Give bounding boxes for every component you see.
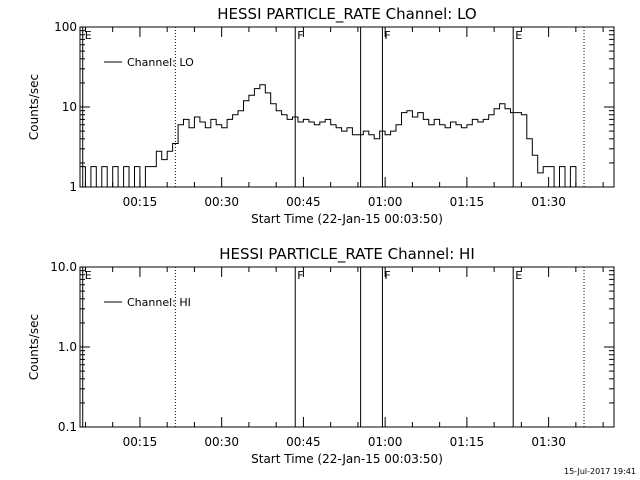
x-tick-label: 01:00 bbox=[368, 195, 403, 209]
y-axis-label: Counts/sec bbox=[27, 314, 41, 380]
x-tick-label: 00:45 bbox=[286, 435, 321, 449]
y-tick-label: 10 bbox=[62, 100, 77, 114]
event-marker-label: E bbox=[85, 29, 92, 42]
plot-frame bbox=[79, 266, 615, 428]
x-axis-label: Start Time (22-Jan-15 00:03:50) bbox=[251, 212, 443, 226]
event-marker-label: E bbox=[515, 29, 522, 42]
event-marker-label: F bbox=[297, 269, 303, 282]
plot-frame bbox=[79, 26, 615, 188]
x-tick-label: 01:30 bbox=[531, 435, 566, 449]
x-tick-label: 00:15 bbox=[123, 435, 158, 449]
y-tick-label: 10.0 bbox=[50, 260, 77, 274]
event-marker-label: F bbox=[384, 29, 390, 42]
footer-timestamp: 15-Jul-2017 19:41 bbox=[564, 467, 636, 476]
x-tick-label: 00:15 bbox=[123, 195, 158, 209]
y-tick-label: 1.0 bbox=[58, 340, 77, 354]
y-tick-label: 100 bbox=[54, 20, 77, 34]
y-axis-label: Counts/sec bbox=[27, 74, 41, 140]
x-tick-label: 00:45 bbox=[286, 195, 321, 209]
x-tick-label: 01:30 bbox=[531, 195, 566, 209]
x-tick-label: 01:00 bbox=[368, 435, 403, 449]
x-tick-label: 00:30 bbox=[204, 195, 239, 209]
event-marker-label: E bbox=[85, 269, 92, 282]
chart-title: HESSI PARTICLE_RATE Channel: HI bbox=[219, 245, 475, 264]
event-marker-label: F bbox=[384, 269, 390, 282]
chart-title: HESSI PARTICLE_RATE Channel: LO bbox=[217, 5, 476, 24]
x-tick-label: 00:30 bbox=[204, 435, 239, 449]
y-tick-label: 1 bbox=[69, 180, 77, 194]
x-tick-label: 01:15 bbox=[450, 195, 485, 209]
y-tick-label: 0.1 bbox=[58, 420, 77, 434]
legend-label: Channel: LO bbox=[127, 56, 194, 69]
event-marker-label: E bbox=[515, 269, 522, 282]
series-line bbox=[80, 84, 582, 188]
x-tick-label: 01:15 bbox=[450, 435, 485, 449]
legend-label: Channel: HI bbox=[127, 296, 191, 309]
x-axis-label: Start Time (22-Jan-15 00:03:50) bbox=[251, 452, 443, 466]
event-marker-label: F bbox=[297, 29, 303, 42]
